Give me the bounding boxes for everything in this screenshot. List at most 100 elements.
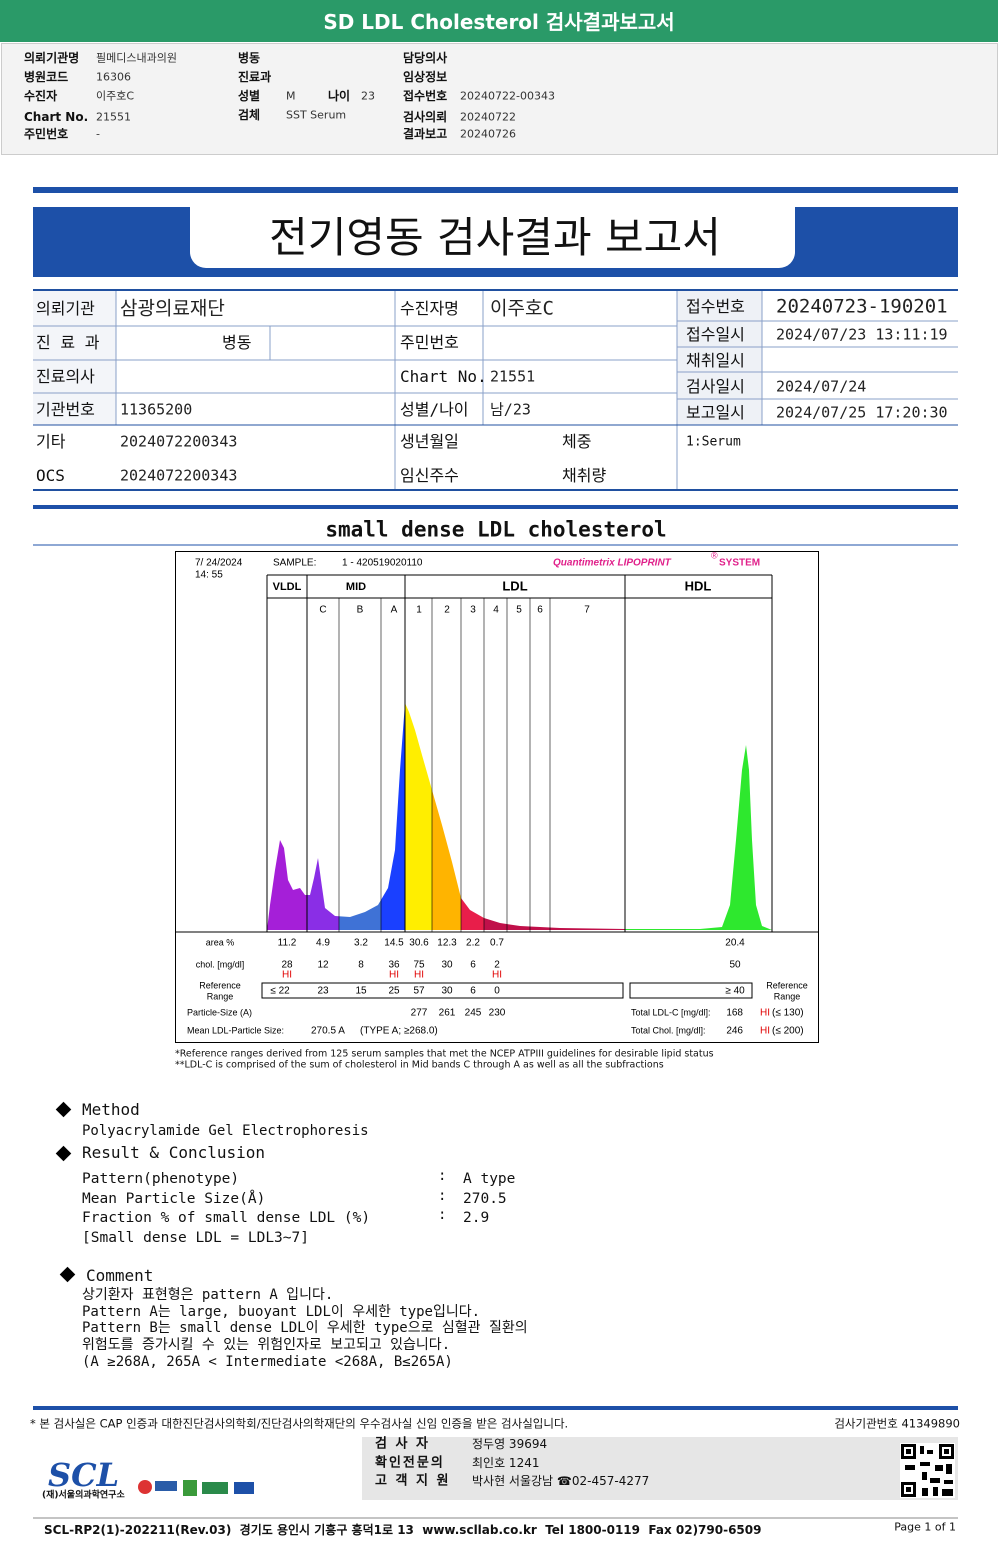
row-label: Range [207,991,234,1001]
band-label: B [357,605,364,616]
info-label: 병원코드 [24,70,69,84]
total-label: Total LDL-C [mg/dl]: [631,1007,711,1017]
comment-line: Pattern B는 small dense LDL이 우세한 type으로 심… [82,1320,528,1337]
row-label: chol. [mg/dl] [196,959,245,969]
logo-subtitle: (재)서울의과학연구소 [42,1490,125,1501]
band-label: 4 [493,605,499,616]
ref-value: 25 [388,986,400,997]
field-label: 채취일시 [686,351,745,370]
row-label: Reference [199,980,241,990]
field-value: 이주호C [490,297,554,320]
info-value: - [96,127,100,141]
field-label: 진료의사 [36,367,95,386]
area-value: 0.7 [490,938,504,949]
ref-value: 6 [470,986,476,997]
field-label: 의뢰기관 [36,299,95,318]
band-label: C [319,605,326,616]
field-value: 21551 [490,367,536,386]
field-value: 11365200 [120,400,193,419]
flag: HI [414,970,424,981]
area-value: 4.9 [316,938,330,949]
row-label: Range [774,991,801,1001]
info-label: 담당의사 [403,51,448,65]
info-label: 나이 [328,89,351,103]
area-value: 14.5 [384,938,404,949]
info-label: 성별 [238,89,261,103]
row-label: Mean LDL-Particle Size: [187,1025,284,1035]
info-value: 이주호C [96,89,135,103]
brand: Quantimetrix LIPOPRINT [553,558,672,569]
flag: HI [760,1008,770,1019]
table-grid [33,289,958,491]
band-label: A [391,605,398,616]
result-separator: : [438,1168,447,1184]
section-heading: Comment [86,1266,154,1285]
comment-line: 위험도를 증가시킬 수 있는 위험인자로 보고되고 있습니다. [82,1337,451,1354]
chol-value: 50 [729,960,741,971]
info-label: 결과보고 [403,127,448,141]
band-label: 1 [416,605,422,616]
info-value: SST Serum [286,108,347,122]
band-label: 2 [444,605,450,616]
result-value: 2.9 [463,1209,490,1226]
chol-value: 36 [388,960,400,971]
field-value: 2024/07/24 [776,377,867,396]
section-heading: Result & Conclusion [82,1143,266,1162]
row-label: area % [206,937,235,947]
field-label: 수진자명 [400,299,459,318]
chol-value: 28 [281,960,293,971]
header-title: SD LDL Cholesterol 검사결과보고서 [323,10,675,34]
rule [33,505,958,509]
address: SCL-RP2(1)-202211(Rev.03) 경기도 용인시 기흥구 흥덕… [44,1523,762,1537]
result-label: Mean Particle Size(Å) [82,1190,266,1207]
size-value: 261 [439,1008,456,1019]
field-label: 생년월일 [400,432,459,451]
method-text: Polyacrylamide Gel Electrophoresis [82,1123,369,1139]
notice: * 본 검사실은 CAP 인증과 대한진단검사의학회/진단검사의학재단의 우수검… [30,1416,569,1431]
staff-role: 검 사 자 [375,1436,430,1452]
band-label: 7 [584,605,590,616]
result-separator: : [438,1187,447,1204]
info-label: 의뢰기관명 [24,51,80,65]
group-label: HDL [685,578,712,593]
result-value: 270.5 [463,1190,507,1207]
info-value: 필메디스내과의원 [96,51,177,65]
comment-line: (A ≥268A, 265A < Intermediate <268A, B≤2… [82,1353,453,1370]
group-label: MID [346,581,366,593]
band-label: 6 [537,605,543,616]
field-label: 기관번호 [36,400,95,419]
size-value: 230 [489,1008,506,1019]
ref-value: 23 [317,986,329,997]
band-label: 5 [516,605,522,616]
sample-id: 1 - 420519020110 [342,558,423,569]
info-label: 주민번호 [24,127,69,141]
page-number: Page 1 of 1 [894,1520,956,1534]
chart-time: 14: 55 [195,570,223,581]
info-label: 병동 [238,51,261,65]
staff-box [362,1437,958,1500]
info-value: 20240726 [460,127,516,141]
comment-line: 상기환자 표현형은 pattern A 입니다. [82,1287,334,1303]
field-label: 접수번호 [686,297,745,316]
area-value: 11.2 [278,938,297,949]
field-value: 20240723-190201 [776,295,948,318]
area-value: 20.4 [725,938,745,949]
ref-value: 0 [494,986,500,997]
info-label: 접수번호 [403,89,448,103]
accreditation-logos [138,1480,254,1496]
chart-date: 7/ 24/2024 [195,558,243,569]
agency-number: 검사기관번호 41349890 [834,1416,960,1431]
field-value: 2024/07/23 13:11:19 [776,325,948,344]
total-limit: (≤ 130) [772,1008,804,1019]
field-label: 병동 [222,333,252,352]
result-label: Fraction % of small dense LDL (%) [82,1209,371,1226]
staff-name: 최인호 1241 [472,1455,540,1470]
mean-type: (TYPE A; ≥268.0) [360,1026,438,1037]
field-label: 체중 [562,432,592,451]
ref-value: 15 [355,986,367,997]
area-value: 12.3 [437,938,457,949]
ref-value: 30 [441,986,453,997]
